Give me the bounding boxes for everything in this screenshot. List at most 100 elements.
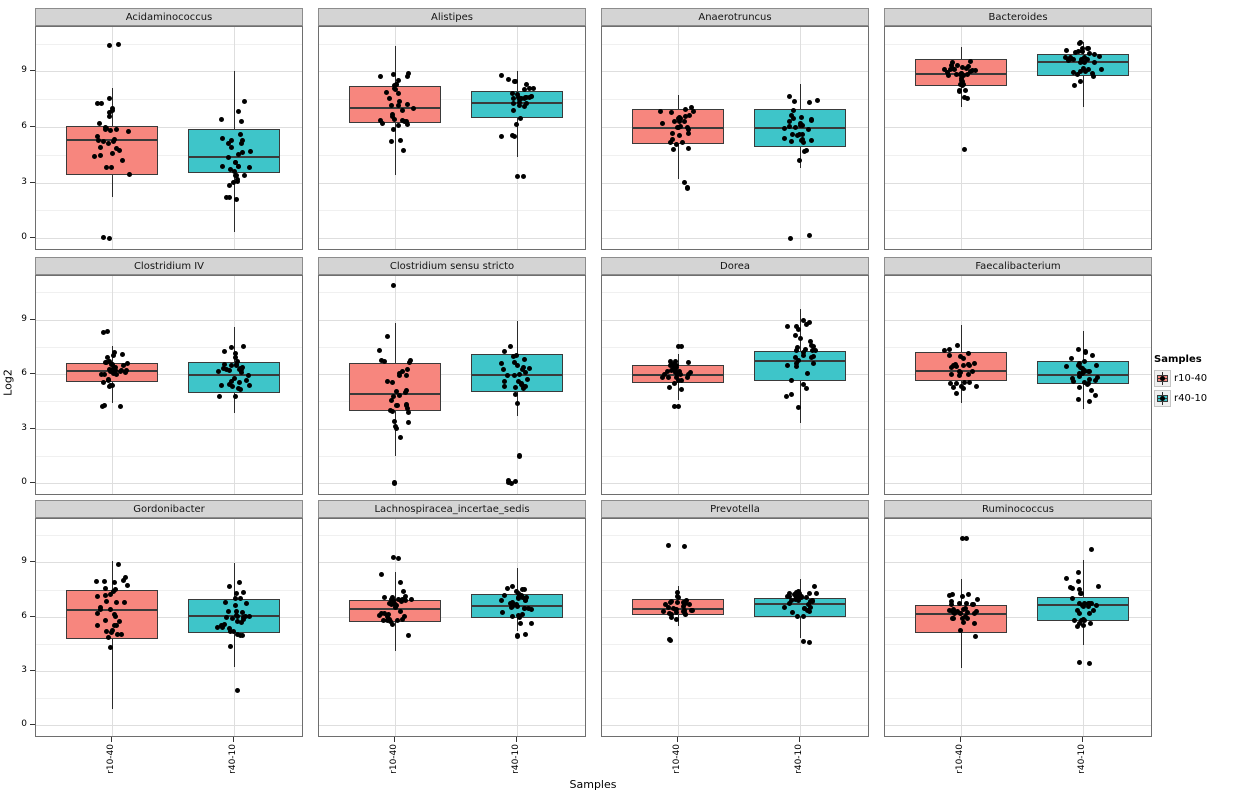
jitter-point	[378, 611, 384, 617]
major-gridline	[602, 238, 868, 240]
jitter-point	[967, 59, 973, 65]
jitter-point	[674, 594, 680, 600]
jitter-point	[110, 362, 116, 368]
jitter-point	[1098, 67, 1104, 73]
jitter-point	[961, 95, 967, 101]
jitter-point	[104, 126, 110, 132]
jitter-point	[666, 385, 672, 391]
jitter-point	[1070, 57, 1076, 63]
jitter-point	[246, 613, 252, 619]
jitter-point	[674, 590, 680, 596]
jitter-point	[794, 348, 800, 354]
jitter-point	[1083, 349, 1089, 355]
jitter-point	[400, 148, 406, 154]
jitter-point	[809, 598, 815, 604]
y-tick-label: 3	[21, 422, 27, 433]
jitter-point	[391, 71, 397, 77]
jitter-point	[807, 609, 813, 615]
jitter-point	[515, 379, 521, 385]
jitter-point	[1063, 575, 1069, 581]
jitter-point	[523, 370, 529, 376]
jitter-point	[678, 343, 684, 349]
minor-gridline	[36, 401, 302, 403]
jitter-point	[1077, 590, 1083, 596]
jitter-point	[800, 353, 806, 359]
jitter-point	[1071, 618, 1077, 624]
jitter-point	[241, 98, 247, 104]
minor-gridline	[36, 43, 302, 45]
jitter-point	[1078, 365, 1084, 371]
jitter-point	[792, 593, 798, 599]
jitter-point	[229, 383, 235, 389]
jitter-point	[665, 374, 671, 380]
jitter-point	[1077, 79, 1083, 85]
legend-title: Samples	[1154, 354, 1202, 365]
jitter-point	[389, 408, 395, 414]
jitter-point	[799, 595, 805, 601]
jitter-point	[392, 117, 398, 123]
jitter-point	[1076, 610, 1082, 616]
jitter-point	[103, 618, 109, 624]
major-gridline	[319, 71, 585, 73]
jitter-point	[400, 597, 406, 603]
facet-strip: Faecalibacterium	[884, 257, 1152, 275]
jitter-point	[673, 142, 679, 148]
jitter-point	[965, 609, 971, 615]
jitter-point	[795, 358, 801, 364]
jitter-point	[1091, 59, 1097, 65]
major-gridline	[602, 428, 868, 430]
facet-panel	[601, 26, 869, 250]
jitter-point	[947, 346, 953, 352]
jitter-point	[667, 636, 673, 642]
jitter-point	[518, 621, 524, 627]
jitter-point	[240, 614, 246, 620]
jitter-point	[1086, 369, 1092, 375]
jitter-point	[521, 356, 527, 362]
jitter-point	[234, 631, 240, 637]
jitter-point	[813, 590, 819, 596]
jitter-point	[515, 633, 521, 639]
jitter-point	[789, 609, 795, 615]
jitter-point	[406, 359, 412, 365]
jitter-point	[395, 596, 401, 602]
jitter-point	[236, 385, 242, 391]
jitter-point	[1077, 384, 1083, 390]
jitter-point	[966, 371, 972, 377]
jitter-point	[126, 128, 131, 134]
facet-strip-title: Bacteroides	[988, 11, 1048, 23]
jitter-point	[113, 368, 119, 374]
jitter-point	[95, 138, 101, 144]
jitter-point	[395, 403, 401, 409]
jitter-point	[1075, 363, 1081, 369]
major-gridline	[602, 319, 868, 321]
jitter-point	[106, 96, 112, 102]
jitter-point	[1090, 607, 1096, 613]
x-axis-tick	[516, 737, 517, 742]
jitter-point	[806, 602, 812, 608]
boxplot-median-line	[188, 374, 280, 377]
jitter-point	[673, 610, 679, 616]
facet-panel	[884, 275, 1152, 495]
jitter-point	[785, 362, 791, 368]
jitter-point	[962, 88, 968, 94]
facet-panel	[318, 275, 586, 495]
jitter-point	[971, 602, 977, 608]
jitter-point	[216, 394, 222, 400]
jitter-point	[223, 615, 229, 621]
minor-gridline	[36, 346, 302, 348]
jitter-point	[109, 630, 115, 636]
jitter-point	[239, 137, 245, 143]
jitter-point	[1066, 57, 1072, 63]
facet-strip: Lachnospiracea_incertae_sedis	[318, 500, 586, 518]
jitter-point	[381, 611, 387, 617]
facet-strip-title: Faecalibacterium	[975, 260, 1061, 272]
jitter-point	[669, 130, 675, 136]
jitter-point	[241, 172, 247, 178]
jitter-point	[117, 403, 123, 409]
jitter-point	[113, 614, 119, 620]
jitter-point	[799, 115, 805, 121]
facet-panel	[35, 26, 303, 250]
jitter-point	[112, 350, 118, 356]
jitter-point	[107, 127, 113, 133]
